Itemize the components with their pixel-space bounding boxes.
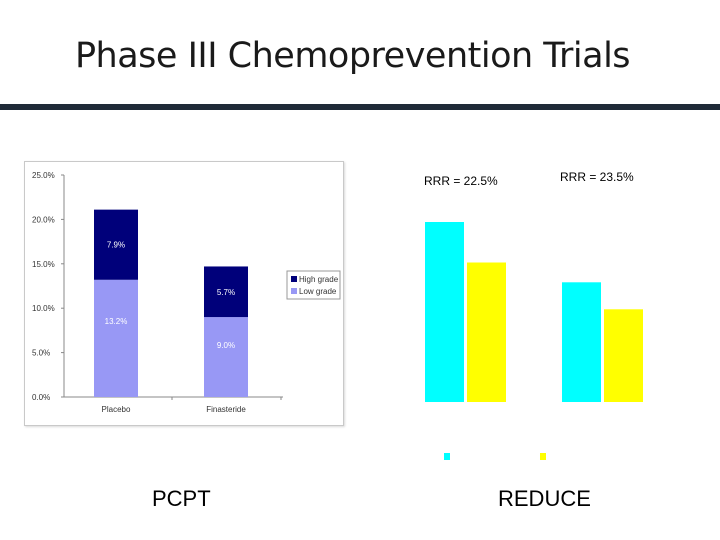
x-tick-label: Finasteride xyxy=(206,405,246,414)
legend-box xyxy=(286,270,341,300)
y-tick-label: 0.0% xyxy=(32,393,50,402)
slide-title: Phase III Chemoprevention Trials xyxy=(74,36,631,76)
data-label: 5.7% xyxy=(217,288,235,297)
bar-group-2-series-2 xyxy=(604,309,643,402)
y-tick-label: 25.0% xyxy=(32,171,55,180)
y-tick-label: 5.0% xyxy=(32,349,50,358)
rrr-annotation: RRR = 22.5% xyxy=(424,174,498,188)
y-tick-label: 15.0% xyxy=(32,260,55,269)
bar-placebo-low-grade xyxy=(94,279,138,397)
legend-swatch xyxy=(291,288,297,294)
rrr-annotation: RRR = 23.5% xyxy=(560,170,634,184)
legend-label: High grade xyxy=(299,275,339,284)
data-label: 7.9% xyxy=(107,241,125,250)
chart-legend xyxy=(444,453,546,460)
data-label: 13.2% xyxy=(105,317,128,326)
bar-finasteride-high-grade xyxy=(204,266,248,318)
bar-finasteride-low-grade xyxy=(204,317,248,397)
title-divider xyxy=(0,104,720,110)
bar-group-1-series-1 xyxy=(425,222,464,402)
chart-legend: High grade Low grade xyxy=(286,270,341,300)
y-tick-label: 20.0% xyxy=(32,215,55,224)
data-label: 9.0% xyxy=(217,341,235,350)
legend-label: Low grade xyxy=(299,287,337,296)
legend-swatch xyxy=(540,453,546,460)
bar-group-1-series-2 xyxy=(467,262,506,402)
pcpt-caption: PCPT xyxy=(152,486,211,511)
y-tick-label: 10.0% xyxy=(32,304,55,313)
bar-group-2-series-1 xyxy=(562,282,601,402)
x-tick-label: Placebo xyxy=(102,405,131,414)
legend-swatch xyxy=(291,276,297,282)
bar-placebo-high-grade xyxy=(94,209,138,280)
legend-swatch xyxy=(444,453,450,460)
reduce-caption: REDUCE xyxy=(498,486,591,511)
